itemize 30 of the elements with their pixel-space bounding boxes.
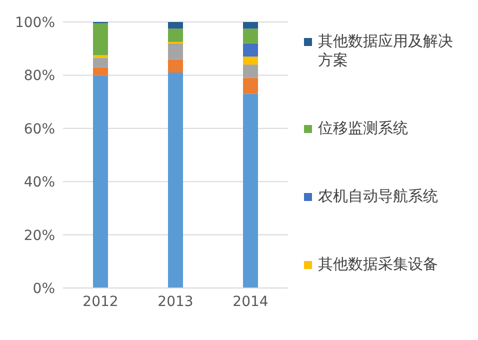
bar (243, 78, 258, 94)
y-tick-label: 80% (24, 68, 55, 84)
bar (168, 72, 183, 288)
legend-label: 其他数据采集设备 (318, 254, 439, 274)
legend-label: 农机自动导航系统 (318, 186, 439, 206)
y-tick-label: 60% (24, 121, 55, 138)
bar (168, 59, 183, 73)
legend-label: 位移监测系统 (318, 119, 409, 138)
bar (168, 28, 183, 42)
bar (243, 28, 258, 44)
bar (93, 75, 108, 288)
y-tick-label: 100% (14, 14, 55, 31)
x-tick-label: 2014 (232, 294, 268, 310)
x-tick-label: 2013 (158, 294, 194, 310)
bar (93, 23, 108, 56)
bar (243, 94, 258, 288)
bar (243, 22, 258, 29)
bar (93, 55, 108, 58)
bar (243, 43, 258, 57)
bar (168, 43, 183, 60)
y-tick-label: 20% (24, 228, 55, 244)
bar (243, 56, 258, 65)
bar (168, 22, 183, 29)
bar (93, 58, 108, 68)
bar (243, 64, 258, 78)
y-tick-label: 0% (32, 280, 55, 297)
legend-label: 其他数据应用及解决方案 (318, 32, 454, 70)
bar (93, 67, 108, 76)
y-tick-label: 40% (24, 174, 55, 191)
x-tick-label: 2012 (82, 294, 118, 310)
